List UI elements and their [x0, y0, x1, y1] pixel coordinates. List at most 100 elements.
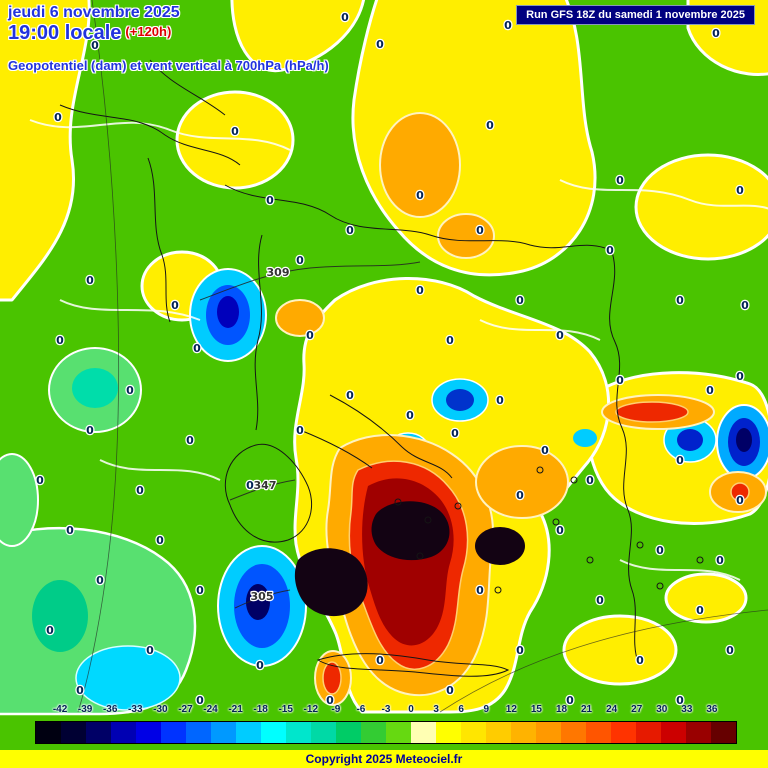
scale-tick: -30	[153, 704, 168, 715]
blue-cores	[189, 268, 768, 667]
scale-cell	[536, 722, 561, 743]
scale-tick: 33	[681, 704, 693, 715]
geopotential-labels: 309 347 305	[249, 265, 290, 604]
zero-label: 0	[296, 254, 304, 267]
scale-cell	[611, 722, 636, 743]
scale-tick: 15	[530, 704, 542, 715]
zero-label: 0	[616, 374, 624, 387]
geopotential-label: 347	[254, 479, 277, 492]
scale-cell	[186, 722, 211, 743]
scale-cell	[311, 722, 336, 743]
zero-label: 0	[196, 694, 204, 707]
scale-tick: -21	[228, 704, 243, 715]
zero-label: 0	[346, 389, 354, 402]
zero-label: 0	[126, 384, 134, 397]
zero-label: 0	[266, 194, 274, 207]
zero-label: 0	[476, 584, 484, 597]
zero-label: 0	[676, 694, 684, 707]
zero-label: 0	[741, 299, 749, 312]
zero-label: 0	[171, 299, 179, 312]
scale-cell	[261, 722, 286, 743]
zero-label: 0	[736, 494, 744, 507]
zero-label: 0	[376, 38, 384, 51]
zero-label: 0	[146, 644, 154, 657]
zero-label: 0	[416, 189, 424, 202]
scale-cell	[236, 722, 261, 743]
scale-tick: 3	[433, 704, 439, 715]
zero-label: 0	[446, 684, 454, 697]
scale-tick: -24	[203, 704, 218, 715]
zero-label: 0	[516, 294, 524, 307]
scale-cell	[461, 722, 486, 743]
zero-label: 0	[86, 424, 94, 437]
zero-label: 0	[446, 334, 454, 347]
scale-cell	[511, 722, 536, 743]
zero-label: 0	[556, 329, 564, 342]
scale-cell	[361, 722, 386, 743]
zero-label: 0	[76, 684, 84, 697]
scale-tick: 21	[581, 704, 593, 715]
scale-cell	[36, 722, 61, 743]
zero-label: 0	[451, 427, 459, 440]
scale-tick: 30	[656, 704, 668, 715]
zero-label: 0	[736, 370, 744, 383]
zero-label: 0	[676, 454, 684, 467]
zero-contour-labels: 0 0 0 0 0 0 0 0 0 0 0 0 0 0 0 0 0 0 0 0 0 0 0 0 0 0 0 0 0 0 0 0 0 0 0 0 0 0 0 0…	[35, 10, 751, 709]
zero-label: 0	[86, 274, 94, 287]
scale-cell	[336, 722, 361, 743]
scale-bar	[35, 721, 737, 744]
scale-tick: -39	[77, 704, 93, 715]
zero-label: 0	[193, 342, 201, 355]
zero-label: 0	[556, 524, 564, 537]
scale-cell	[61, 722, 86, 743]
zero-label: 0	[341, 11, 349, 24]
zero-label: 0	[416, 284, 424, 297]
scale-tick: -12	[303, 704, 319, 715]
geopotential-label: 309	[267, 266, 290, 279]
zero-label: 0	[726, 644, 734, 657]
zero-label: 0	[636, 654, 644, 667]
zero-label: 0	[306, 329, 314, 342]
scale-tick: -27	[178, 704, 193, 715]
zero-label: 0	[716, 554, 724, 567]
zero-label: 0	[656, 544, 664, 557]
zero-label: 0	[516, 489, 524, 502]
zero-label: 0	[156, 534, 164, 547]
scale-tick: -9	[331, 704, 341, 715]
scale-tick: 9	[483, 704, 490, 715]
scale-tick-row: -42 -39 -36 -33 -30 -27 -24 -21 -18 -15 -12 -9 -6 -3 0…	[35, 704, 737, 719]
run-info-box: Run GFS 18Z du samedi 1 novembre 2025	[516, 5, 755, 25]
zero-label: 0	[246, 479, 254, 492]
valid-time: 19:00 locale	[8, 22, 122, 44]
scale-tick: -15	[278, 704, 293, 715]
scale-cell	[161, 722, 186, 743]
zero-label: 0	[606, 244, 614, 257]
geopotential-label: 305	[251, 590, 274, 603]
zero-label: 0	[712, 27, 720, 40]
scale-tick: -42	[52, 704, 68, 715]
zero-label: 0	[566, 694, 574, 707]
scale-tick: -36	[102, 704, 118, 715]
scale-tick: 27	[631, 704, 643, 715]
zero-label: 0	[256, 659, 264, 672]
zero-label: 0	[346, 224, 354, 237]
forecast-offset: (+120h)	[125, 24, 172, 39]
zero-label: 0	[504, 19, 512, 32]
scale-cell	[286, 722, 311, 743]
scale-cell	[686, 722, 711, 743]
zero-label: 0	[676, 294, 684, 307]
zero-label: 0	[54, 111, 62, 124]
scale-cell	[436, 722, 461, 743]
scale-cell	[561, 722, 586, 743]
zero-label: 0	[376, 654, 384, 667]
valid-time-row: 19:00 locale (+120h)	[8, 22, 329, 45]
map-title: Geopotentiel (dam) et vent vertical à 70…	[8, 58, 329, 73]
copyright-bar: Copyright 2025 Meteociel.fr	[0, 750, 768, 768]
zero-label: 0	[736, 184, 744, 197]
coastlines	[59, 59, 704, 677]
zero-label: 0	[326, 694, 334, 707]
geopotential-contours	[199, 261, 421, 609]
scale-cell	[636, 722, 661, 743]
